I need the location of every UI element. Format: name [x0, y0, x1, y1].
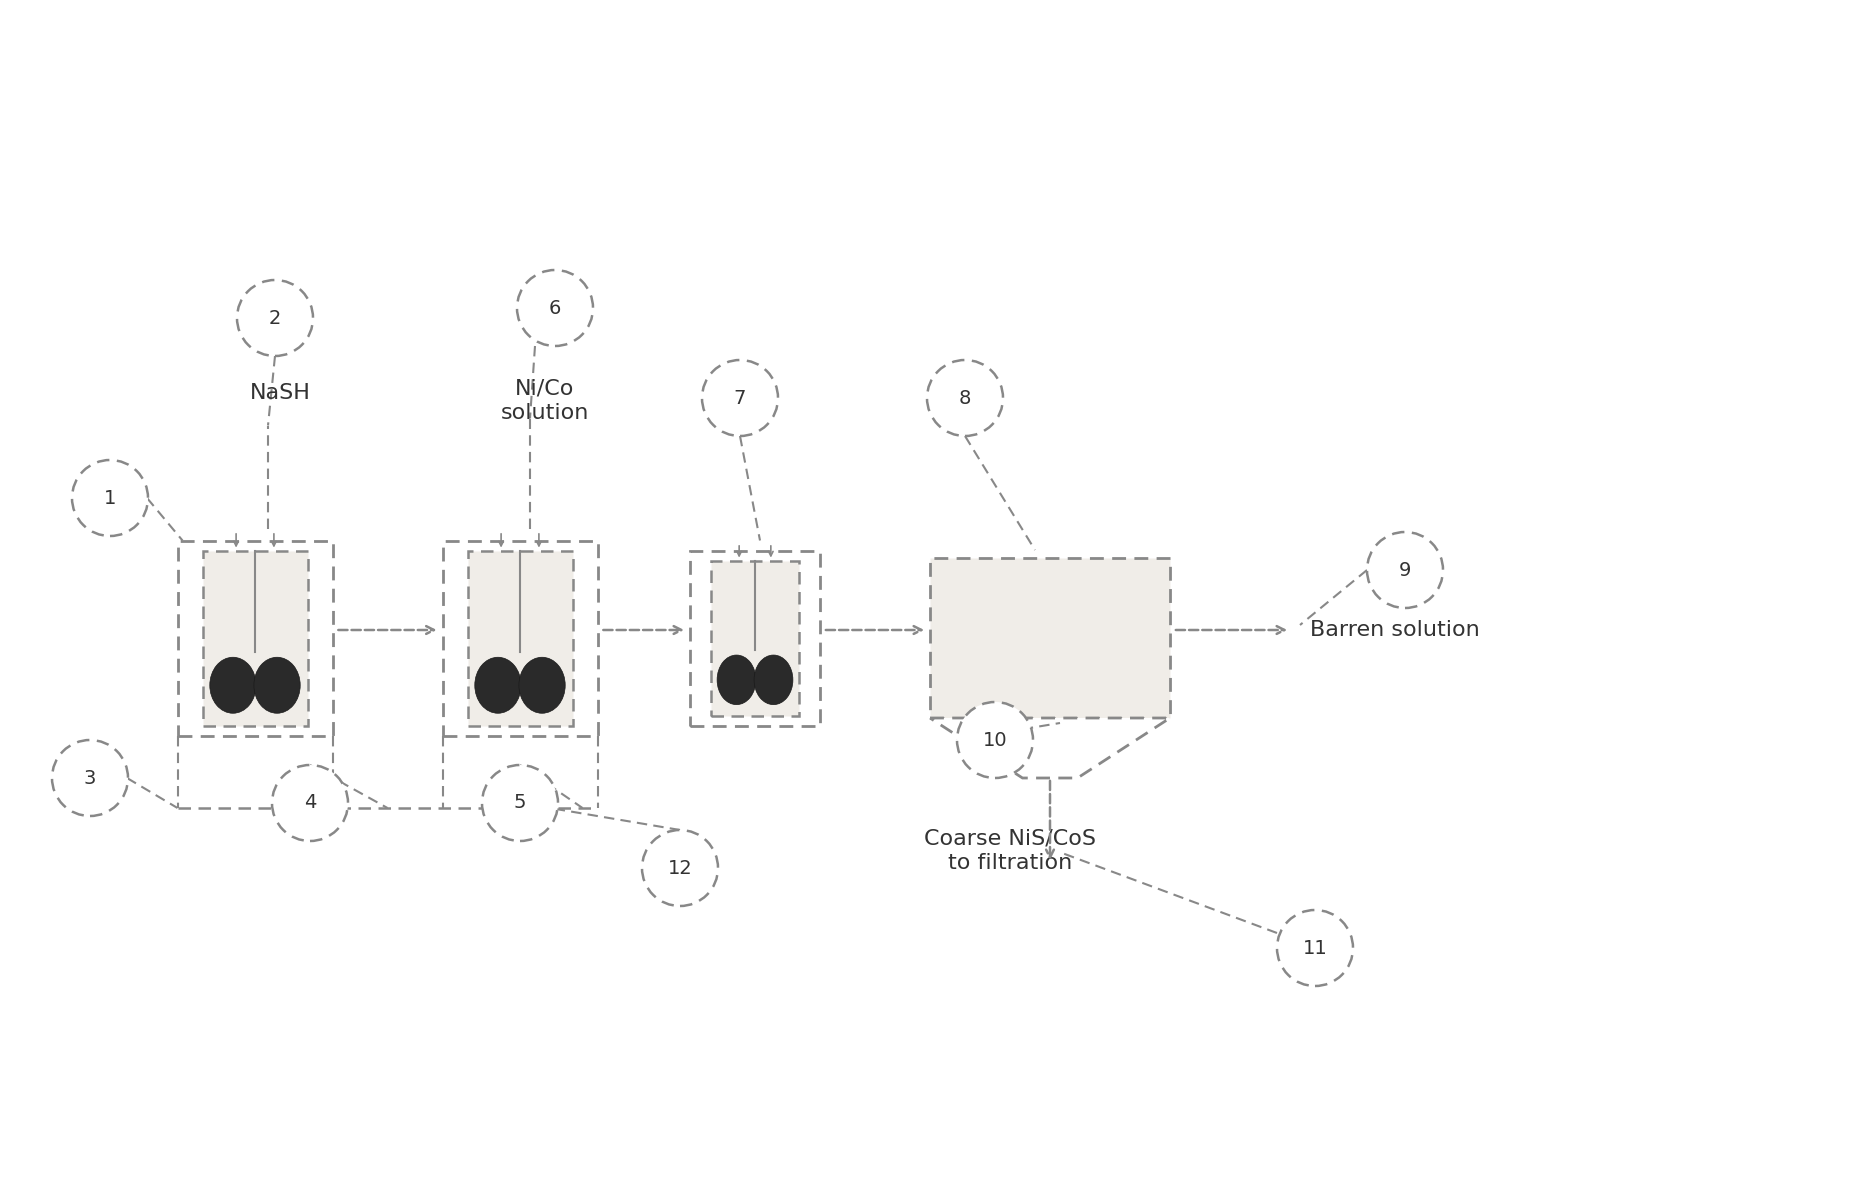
Text: Ni/Co
solution: Ni/Co solution [500, 378, 589, 423]
Text: 9: 9 [1398, 561, 1411, 580]
Circle shape [73, 460, 149, 536]
Bar [710, 561, 799, 715]
Text: 7: 7 [734, 388, 745, 407]
Circle shape [928, 360, 1004, 436]
Ellipse shape [755, 655, 794, 704]
Ellipse shape [255, 657, 299, 713]
Bar [442, 541, 597, 735]
Circle shape [703, 360, 779, 436]
Polygon shape [930, 718, 1169, 778]
Ellipse shape [210, 657, 257, 713]
Circle shape [236, 280, 312, 356]
Circle shape [271, 765, 348, 841]
Circle shape [52, 740, 128, 816]
Ellipse shape [718, 655, 757, 704]
Circle shape [1366, 532, 1443, 608]
Circle shape [1277, 910, 1353, 986]
Text: 5: 5 [513, 794, 526, 813]
Text: 1: 1 [104, 488, 115, 507]
Bar [177, 541, 333, 735]
Text: 4: 4 [303, 794, 316, 813]
Text: 11: 11 [1303, 939, 1327, 958]
Text: 10: 10 [983, 731, 1008, 750]
Ellipse shape [519, 657, 565, 713]
Bar [690, 550, 820, 726]
Text: 8: 8 [959, 388, 970, 407]
Ellipse shape [474, 657, 521, 713]
Text: NaSH: NaSH [249, 383, 310, 403]
Bar [467, 550, 573, 726]
Text: 6: 6 [548, 298, 561, 317]
Text: Coarse NiS/CoS
to filtration: Coarse NiS/CoS to filtration [924, 828, 1097, 873]
Circle shape [517, 270, 593, 346]
Circle shape [957, 702, 1034, 778]
Text: 3: 3 [84, 769, 97, 788]
Bar [203, 550, 307, 726]
Circle shape [481, 765, 558, 841]
Text: Barren solution: Barren solution [1311, 620, 1480, 640]
Circle shape [641, 830, 718, 906]
Text: 2: 2 [270, 309, 281, 328]
Text: 12: 12 [667, 859, 692, 878]
Bar [930, 558, 1169, 718]
